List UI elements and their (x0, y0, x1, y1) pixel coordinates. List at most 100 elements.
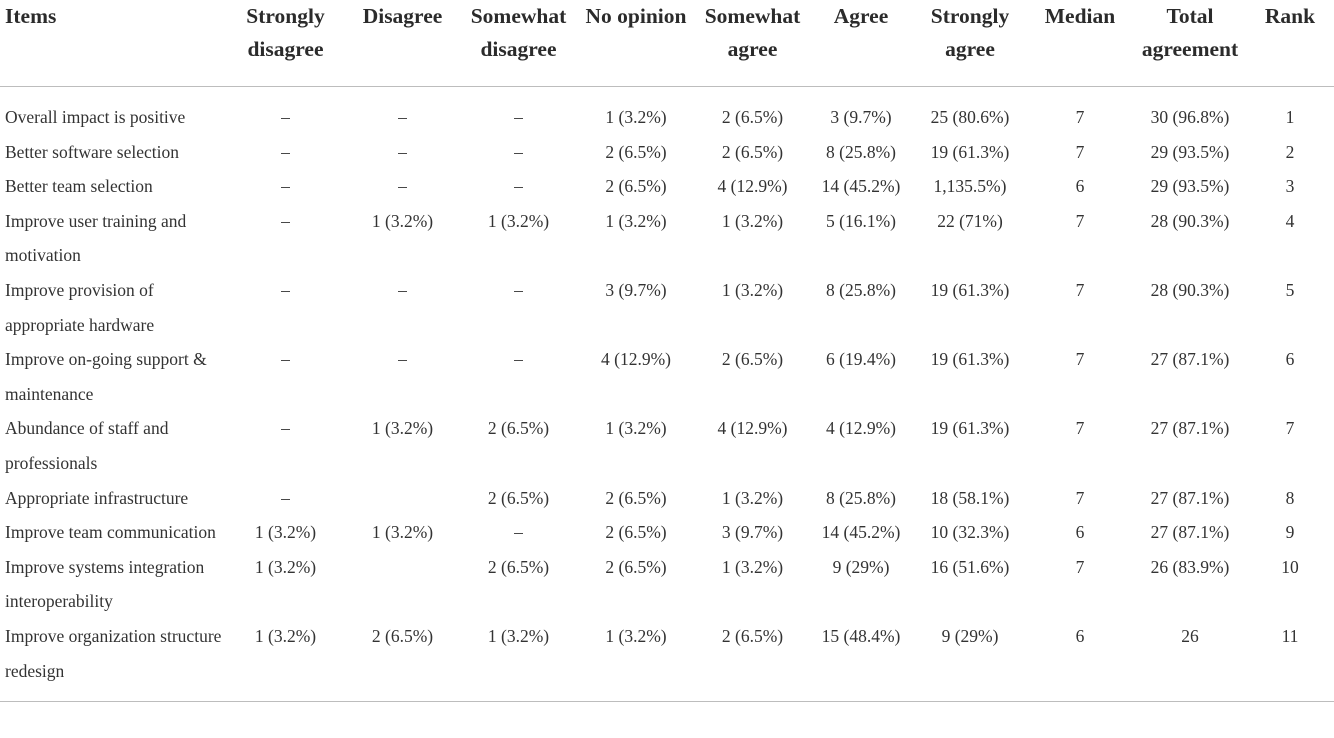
cell-agree: 3 (9.7%) (830, 107, 892, 127)
cell-disagree: 1 (3.2%) (371, 210, 434, 231)
cell-median: 7 (1075, 349, 1085, 370)
cell-strongly-agree: 10 (32.3%) (930, 522, 1010, 543)
cell-median: 7 (1075, 141, 1085, 162)
cell-disagree: – (398, 176, 407, 197)
cell-strongly-disagree: 1 (3.2%) (254, 556, 317, 577)
cell-median: 6 (1075, 625, 1085, 646)
cell-strongly-agree: 19 (61.3%) (930, 141, 1010, 162)
cell-rank: 10 (1281, 556, 1299, 577)
cell-agree: 14 (45.2%) (821, 522, 901, 543)
cell-strongly-disagree: – (281, 210, 290, 231)
agreement-table: Items Strongly disagree Disagree Somewha… (0, 0, 1334, 703)
cell-no-opinion: 2 (6.5%) (605, 522, 667, 543)
cell-disagree: – (398, 107, 407, 127)
cell-somewhat-agree: 1 (3.2%) (721, 279, 784, 300)
cell-agree: 5 (16.1%) (826, 210, 896, 231)
cell-no-opinion: 2 (6.5%) (605, 556, 667, 577)
table-row: Improve on-going support & maintenance – –… (0, 342, 1334, 411)
cell-strongly-disagree: – (281, 279, 290, 300)
cell-no-opinion: 2 (6.5%) (605, 487, 667, 508)
cell-median: 6 (1075, 522, 1085, 543)
cell-item: Appropriate infrastructure (5, 487, 189, 508)
cell-rank: 11 (1281, 625, 1299, 646)
cell-somewhat-agree: 2 (6.5%) (721, 349, 784, 370)
cell-agree: 8 (25.8%) (826, 279, 896, 300)
cell-strongly-agree: 16 (51.6%) (930, 556, 1010, 577)
col-header-median: Median (1026, 0, 1134, 87)
cell-somewhat-disagree: – (514, 141, 523, 162)
table-row: Improve user training and motivation – 1 (… (0, 204, 1334, 273)
cell-rank: 5 (1285, 279, 1295, 300)
cell-strongly-agree: 19 (61.3%) (930, 418, 1010, 439)
cell-total-agreement: 27 (87.1%) (1150, 349, 1230, 370)
cell-strongly-disagree: – (281, 487, 290, 508)
cell-somewhat-disagree: 1 (3.2%) (487, 625, 550, 646)
cell-median: 7 (1075, 487, 1085, 508)
cell-somewhat-agree: 1 (3.2%) (721, 556, 784, 577)
cell-no-opinion: 1 (3.2%) (605, 625, 667, 646)
cell-strongly-disagree: 1 (3.2%) (254, 522, 317, 543)
cell-somewhat-agree: 2 (6.5%) (721, 141, 784, 162)
cell-total-agreement: 26 (1181, 625, 1199, 646)
cell-no-opinion: 2 (6.5%) (605, 176, 667, 197)
cell-item: Improve user training and motivation (5, 210, 187, 266)
col-header-somewhat-agree: Somewhat agree (697, 0, 808, 87)
cell-item: Improve organization structure redesign (5, 625, 222, 681)
cell-disagree: – (398, 141, 407, 162)
table-row: Better team selection – – – 2 (6.5%) 4 (12.9%… (0, 169, 1334, 204)
cell-no-opinion: 2 (6.5%) (605, 141, 667, 162)
cell-rank: 7 (1285, 418, 1295, 439)
cell-median: 7 (1075, 107, 1085, 127)
cell-disagree (343, 481, 462, 516)
cell-item: Abundance of staff and professionals (5, 418, 169, 473)
cell-no-opinion: 3 (9.7%) (605, 279, 667, 300)
cell-somewhat-disagree: – (514, 176, 523, 197)
cell-total-agreement: 28 (90.3%) (1150, 279, 1230, 300)
cell-total-agreement: 30 (96.8%) (1150, 107, 1230, 127)
table-row: Overall impact is positive – – – 1 (3.2%) 2 (… (0, 87, 1334, 135)
cell-somewhat-disagree: 2 (6.5%) (487, 418, 550, 439)
cell-item: Overall impact is positive (5, 107, 186, 127)
col-header-no-opinion: No opinion (575, 0, 697, 87)
table-row: Improve team communication 1 (3.2%) 1 (3.2… (0, 515, 1334, 550)
col-header-somewhat-disagree: Somewhat disagree (462, 0, 575, 87)
cell-somewhat-disagree: – (514, 349, 523, 370)
table-row: Better software selection – – – 2 (6.5%) 2 (6… (0, 135, 1334, 170)
cell-item: Improve team communication (5, 522, 216, 543)
cell-item: Improve on-going support & maintenance (5, 349, 207, 404)
cell-somewhat-disagree: 1 (3.2%) (487, 210, 550, 231)
cell-rank: 9 (1285, 522, 1295, 543)
cell-item: Improve systems integration interoperabi… (5, 556, 205, 612)
cell-total-agreement: 28 (90.3%) (1150, 210, 1230, 231)
cell-disagree: – (398, 349, 407, 370)
cell-somewhat-agree: 1 (3.2%) (721, 210, 784, 231)
header-row: Items Strongly disagree Disagree Somewha… (0, 0, 1334, 87)
cell-strongly-disagree: 1 (3.2%) (254, 625, 317, 646)
cell-disagree: 1 (3.2%) (371, 522, 434, 543)
cell-item: Better team selection (5, 176, 153, 197)
cell-rank: 8 (1285, 487, 1295, 508)
cell-somewhat-disagree: – (514, 279, 523, 300)
cell-strongly-agree: 18 (58.1%) (930, 487, 1010, 508)
col-header-strongly-disagree: Strongly disagree (228, 0, 343, 87)
cell-strongly-agree: 1,135.5%) (933, 176, 1007, 197)
cell-total-agreement: 27 (87.1%) (1150, 418, 1230, 439)
table-row: Improve systems integration interoperabi… (0, 550, 1334, 619)
cell-item: Better software selection (5, 141, 179, 162)
col-header-agree: Agree (808, 0, 914, 87)
cell-agree: 4 (12.9%) (826, 418, 896, 439)
cell-strongly-disagree: – (281, 141, 290, 162)
cell-strongly-agree: 9 (29%) (941, 625, 999, 646)
cell-total-agreement: 29 (93.5%) (1150, 176, 1230, 197)
cell-no-opinion: 1 (3.2%) (605, 107, 667, 127)
col-header-disagree: Disagree (343, 0, 462, 87)
cell-disagree: 2 (6.5%) (371, 625, 434, 646)
cell-rank: 2 (1285, 141, 1295, 162)
cell-somewhat-agree: 2 (6.5%) (721, 625, 784, 646)
cell-somewhat-agree: 1 (3.2%) (721, 487, 784, 508)
cell-item: Improve provision of appropriate hardwar… (5, 279, 155, 335)
cell-agree: 9 (29%) (832, 556, 890, 577)
cell-strongly-disagree: – (281, 418, 290, 439)
cell-rank: 6 (1285, 349, 1295, 370)
cell-no-opinion: 4 (12.9%) (601, 349, 671, 370)
